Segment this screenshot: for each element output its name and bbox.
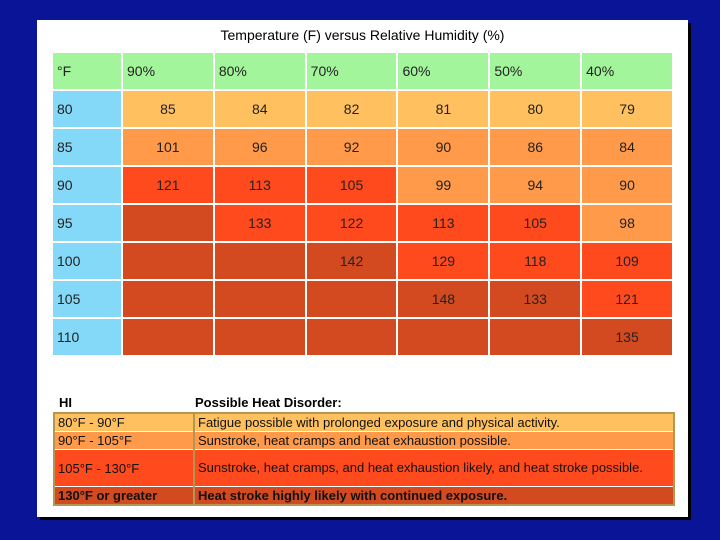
table-cell: 84	[214, 91, 305, 127]
table-cell: 98	[582, 205, 672, 241]
table-cell	[490, 319, 581, 355]
table-cell: 133	[214, 205, 305, 241]
table-cell: 82	[306, 91, 397, 127]
table-cell	[123, 205, 213, 241]
legend-row: 90°F - 105°F Sunstroke, heat cramps and h…	[54, 431, 674, 450]
table-cell	[214, 319, 305, 355]
table-cell: 92	[306, 129, 397, 165]
column-header: 60%	[398, 53, 489, 89]
row-header: 100	[53, 243, 121, 279]
table-row: 90 121 113 105 99 94 90	[53, 167, 672, 203]
table-cell: 133	[490, 281, 581, 317]
row-header: 90	[53, 167, 121, 203]
table-cell: 109	[582, 243, 672, 279]
table-row: 95 133 122 113 105 98	[53, 205, 672, 241]
table-cell: 90	[398, 129, 489, 165]
table-cell: 80	[490, 91, 581, 127]
table-cell: 129	[398, 243, 489, 279]
row-header: 80	[53, 91, 121, 127]
table-row: 100 142 129 118 109	[53, 243, 672, 279]
table-cell: 94	[490, 167, 581, 203]
table-cell: 101	[123, 129, 213, 165]
table-cell: 122	[306, 205, 397, 241]
column-header: 70%	[306, 53, 397, 89]
table-cell	[306, 319, 397, 355]
table-row: 85 101 96 92 90 86 84	[53, 129, 672, 165]
row-header: 85	[53, 129, 121, 165]
row-header: 105	[53, 281, 121, 317]
column-header: 90%	[123, 53, 213, 89]
column-header: 80%	[214, 53, 305, 89]
table-cell: 96	[214, 129, 305, 165]
legend-range: 105°F - 130°F	[54, 449, 195, 487]
table-row: 105 148 133 121	[53, 281, 672, 317]
column-header: 40%	[582, 53, 672, 89]
table-cell: 113	[214, 167, 305, 203]
table-cell: 99	[398, 167, 489, 203]
table-cell: 79	[582, 91, 672, 127]
table-cell: 105	[490, 205, 581, 241]
slide: Temperature (F) versus Relative Humidity…	[37, 20, 688, 517]
legend-hi-label: HI	[59, 395, 72, 410]
chart-title: Temperature (F) versus Relative Humidity…	[220, 27, 505, 43]
table-cell: 142	[306, 243, 397, 279]
legend-disorder-label: Possible Heat Disorder:	[195, 395, 342, 410]
table-cell	[123, 281, 213, 317]
table-cell	[123, 243, 213, 279]
table-cell: 121	[123, 167, 213, 203]
legend-row: 80°F - 90°F Fatigue possible with prolong…	[54, 412, 674, 432]
table-row: 110 135	[53, 319, 672, 355]
heat-disorder-legend: 80°F - 90°F Fatigue possible with prolong…	[53, 412, 675, 506]
table-cell	[214, 281, 305, 317]
table-cell: 81	[398, 91, 489, 127]
legend-text: Fatigue possible with prolonged exposure…	[194, 412, 674, 432]
table-cell: 113	[398, 205, 489, 241]
table-cell	[214, 243, 305, 279]
row-header: 95	[53, 205, 121, 241]
row-header: 110	[53, 319, 121, 355]
table-cell	[306, 281, 397, 317]
corner-header: °F	[53, 53, 121, 89]
table-cell: 90	[582, 167, 672, 203]
legend-range: 80°F - 90°F	[54, 412, 195, 432]
legend-range: 90°F - 105°F	[54, 431, 195, 450]
table-cell	[398, 319, 489, 355]
table-cell: 85	[123, 91, 213, 127]
table-cell	[123, 319, 213, 355]
table-cell: 86	[490, 129, 581, 165]
table-cell: 118	[490, 243, 581, 279]
legend-range: 130°F or greater	[54, 486, 195, 505]
table-cell: 84	[582, 129, 672, 165]
column-header: 50%	[490, 53, 581, 89]
legend-row: 105°F - 130°F Sunstroke, heat cramps, and…	[54, 449, 674, 487]
table-cell: 135	[582, 319, 672, 355]
legend-text: Heat stroke highly likely with continued…	[194, 486, 674, 505]
table-cell: 121	[582, 281, 672, 317]
table-cell: 105	[306, 167, 397, 203]
legend-text: Sunstroke, heat cramps and heat exhausti…	[194, 431, 674, 450]
table-cell: 148	[398, 281, 489, 317]
legend-row: 130°F or greater Heat stroke highly likel…	[54, 486, 674, 505]
table-row: 80 85 84 82 81 80 79	[53, 91, 672, 127]
heat-index-table: °F 90% 80% 70% 60% 50% 40% 80 85 84 82 81 80 79 85 101 9…	[51, 51, 674, 357]
legend-text: Sunstroke, heat cramps, and heat exhaust…	[194, 449, 674, 487]
